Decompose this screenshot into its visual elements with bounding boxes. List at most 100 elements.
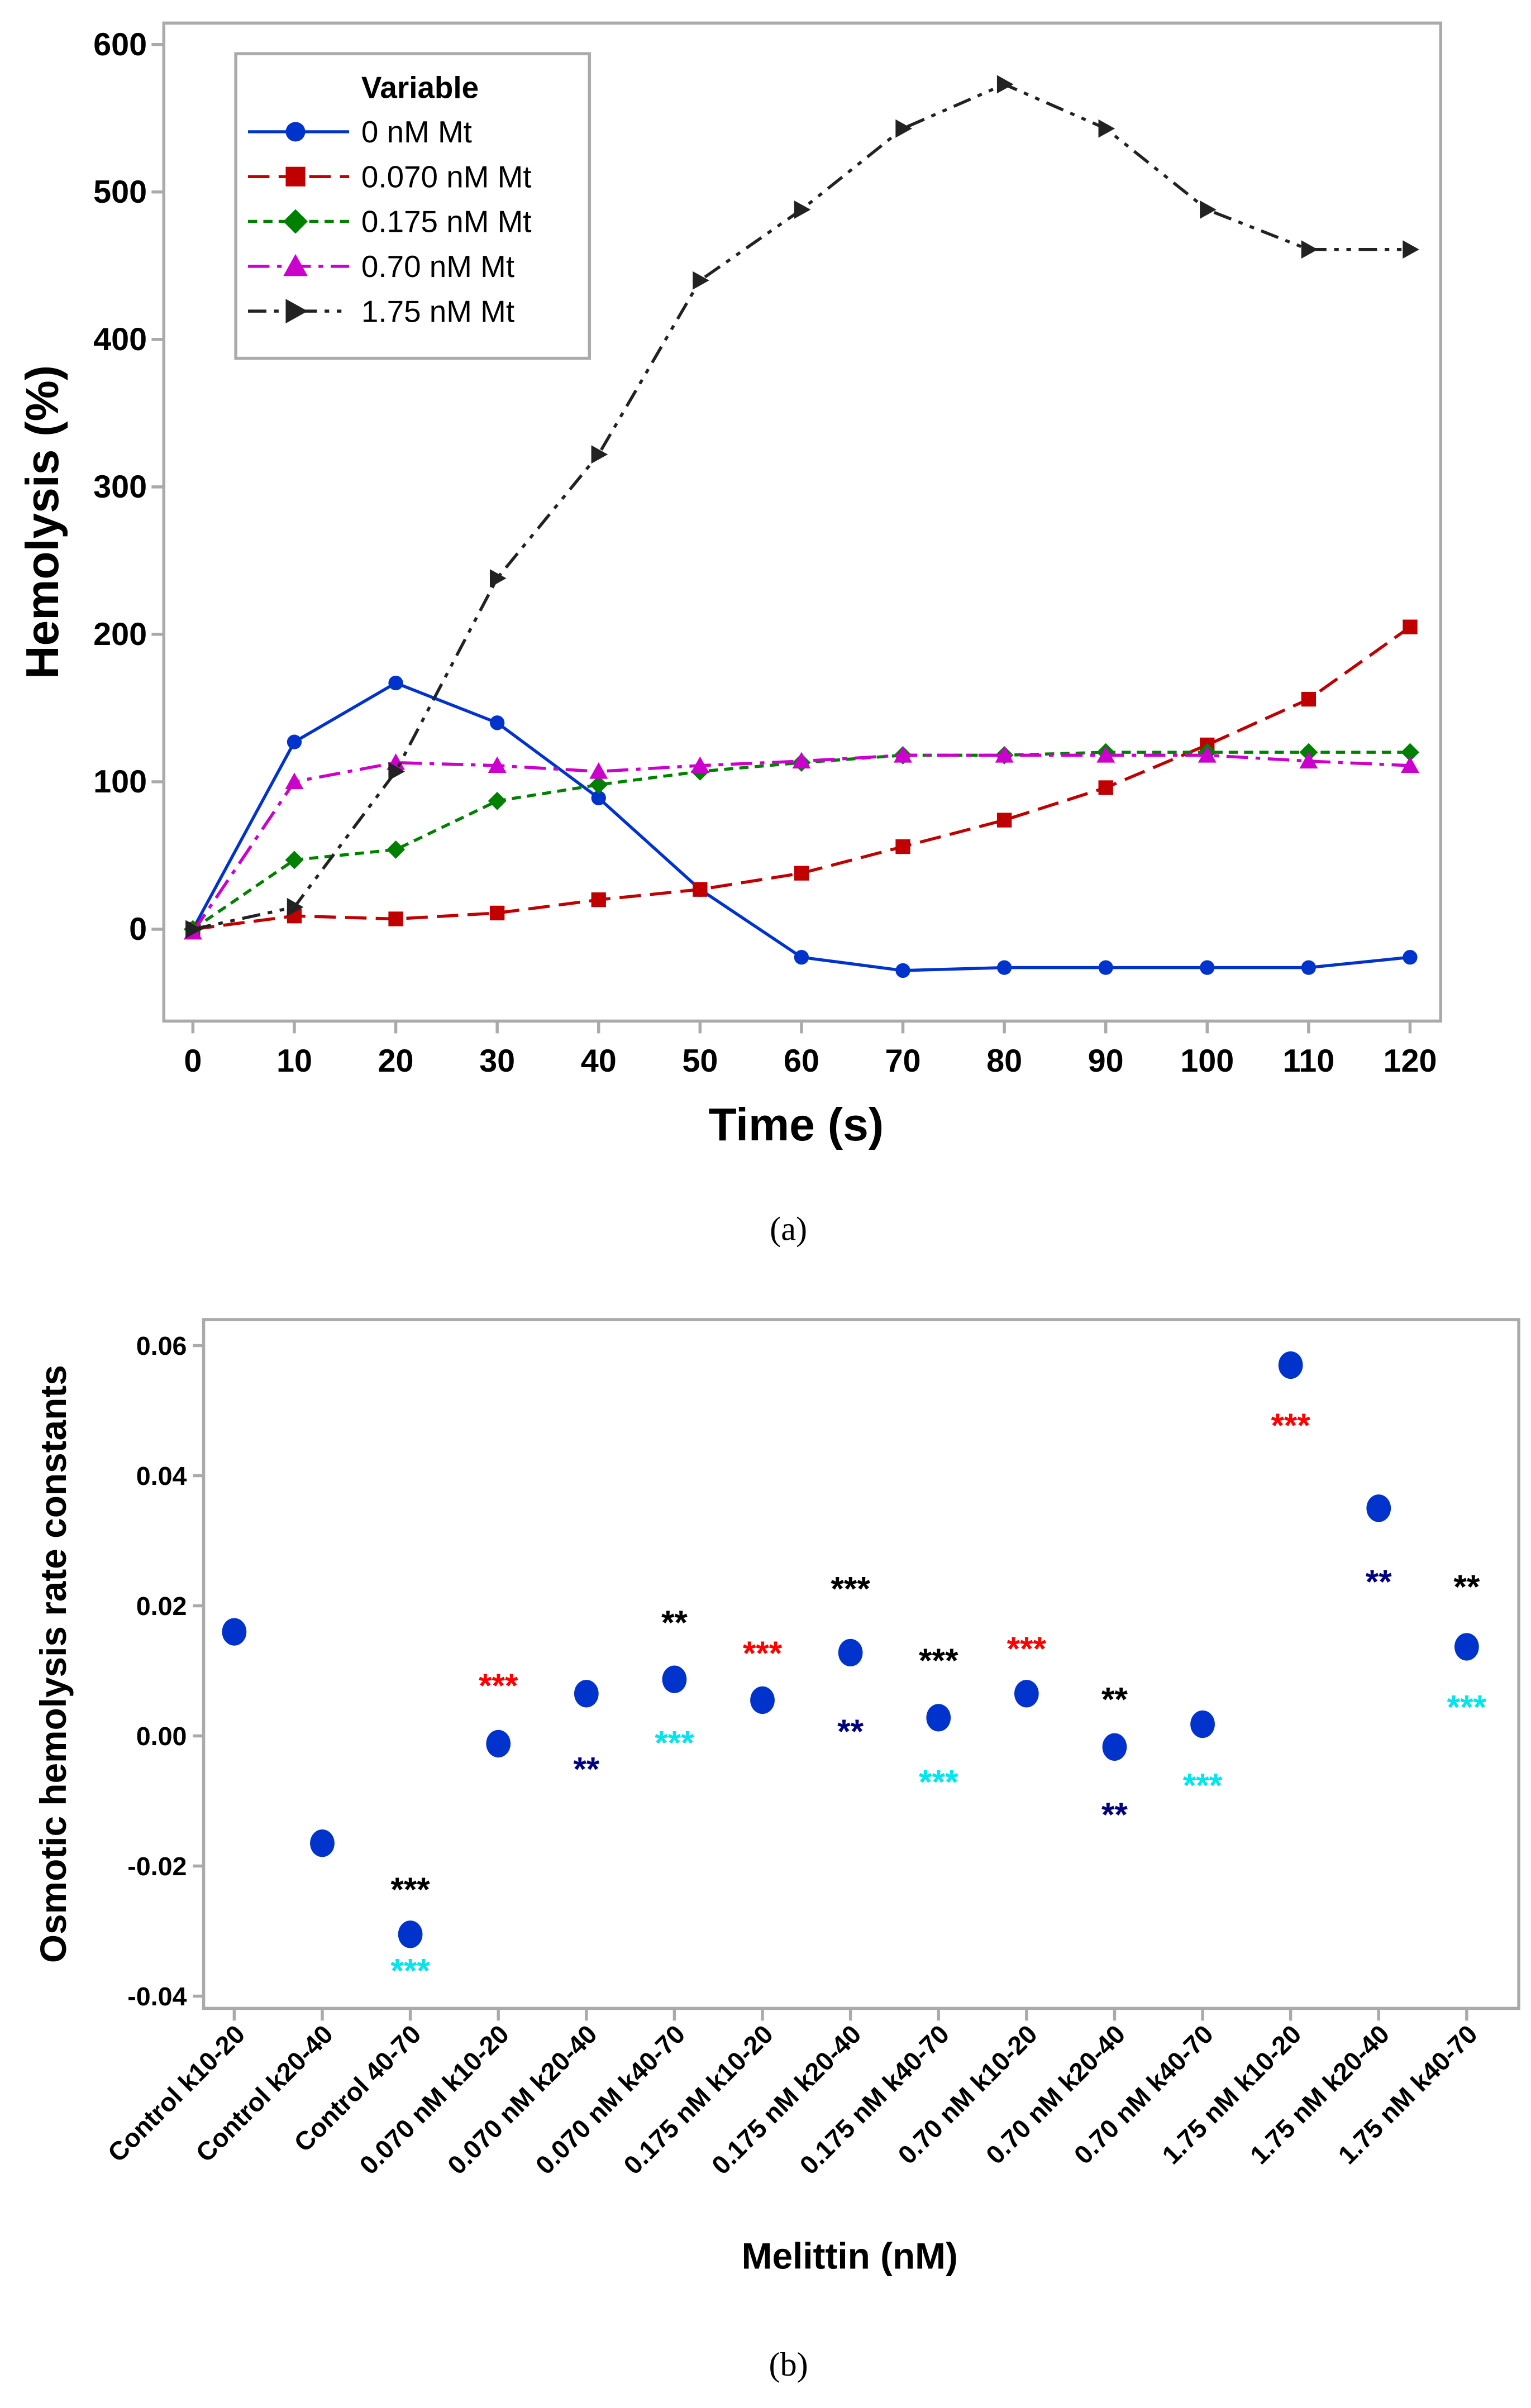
series-line — [193, 625, 1411, 931]
significance-label: *** — [1447, 1688, 1487, 1726]
legend-label: 0.070 nM Mt — [361, 159, 532, 194]
legend-label: 1.75 nM Mt — [361, 294, 514, 328]
y-tick-label-a: 200 — [93, 617, 147, 652]
significance-label: *** — [1183, 1766, 1223, 1804]
legend-marker-square — [285, 166, 306, 187]
y-tick-label-b: 0.04 — [136, 1461, 187, 1490]
significance-label: *** — [390, 1870, 430, 1908]
data-point — [489, 569, 507, 587]
data-point — [794, 866, 809, 881]
data-point — [838, 1638, 863, 1667]
legend-label: 0 nM Mt — [361, 114, 472, 149]
significance-label: *** — [1271, 1406, 1310, 1444]
x-tick-label-a: 100 — [1180, 1043, 1234, 1079]
legend-title: Variable — [361, 70, 479, 105]
data-point — [996, 75, 1014, 94]
data-point — [996, 960, 1012, 975]
data-point — [388, 762, 405, 781]
y-tick-label-b: -0.04 — [127, 1982, 187, 2011]
data-point — [1198, 746, 1217, 763]
series-3 — [183, 746, 1419, 940]
significance-label: *** — [1007, 1630, 1047, 1668]
significance-label: ** — [837, 1712, 864, 1750]
data-point — [387, 840, 405, 859]
data-point — [574, 1680, 599, 1708]
x-tick-label-b: 0.175 nM k10-20 — [618, 2019, 779, 2180]
data-point — [1098, 960, 1113, 975]
data-point — [1200, 960, 1215, 975]
data-point — [1366, 1494, 1391, 1522]
data-point — [894, 746, 912, 763]
x-tick-label-a: 30 — [479, 1043, 515, 1079]
x-tick-label-b: 0.070 nM k10-20 — [354, 2019, 515, 2180]
data-point — [310, 1829, 335, 1857]
data-point — [287, 734, 302, 749]
significance-label: *** — [919, 1641, 958, 1679]
x-tick-label-b: 0.070 nM k20-40 — [442, 2019, 603, 2180]
legend-marker-triangle-right — [285, 299, 308, 324]
data-point — [1190, 1710, 1215, 1738]
data-point — [1301, 691, 1317, 707]
y-tick-label-b: -0.02 — [127, 1852, 187, 1881]
data-point — [488, 791, 507, 810]
data-point — [489, 905, 505, 921]
data-point — [1098, 119, 1115, 138]
data-point — [1014, 1680, 1039, 1708]
y-tick-label-a: 0 — [129, 911, 147, 947]
significance-label: ** — [1101, 1680, 1128, 1718]
data-point — [662, 1665, 687, 1693]
data-point — [287, 897, 304, 916]
caption-b: (b) — [769, 2346, 808, 2383]
data-point — [750, 1686, 775, 1714]
data-point — [1403, 950, 1418, 965]
significance-label: ** — [661, 1603, 688, 1641]
caption-a: (a) — [770, 1210, 807, 1248]
data-point — [489, 715, 505, 730]
legend-label: 0.70 nM Mt — [361, 249, 514, 284]
x-tick-label-a: 50 — [682, 1043, 718, 1079]
legend: Variable 0 nM Mt 0.070 nM Mt 0.175 nM Mt 0.… — [234, 52, 592, 360]
y-tick-label-a: 300 — [93, 469, 147, 505]
series-0 — [185, 675, 1418, 978]
data-point — [895, 119, 912, 138]
y-tick-label-b: 0.06 — [136, 1331, 187, 1360]
data-point — [693, 271, 709, 290]
data-point — [285, 772, 304, 790]
data-point — [285, 851, 304, 869]
data-point — [1098, 780, 1113, 795]
data-point — [591, 790, 606, 806]
significance-label: *** — [655, 1724, 694, 1762]
data-point — [794, 200, 811, 219]
data-point — [388, 911, 403, 926]
x-axis-title-b: Melittin (nM) — [742, 2235, 958, 2276]
data-point — [1403, 240, 1419, 259]
data-point — [591, 892, 606, 907]
data-point — [926, 1704, 951, 1732]
x-tick-label-a: 120 — [1383, 1043, 1437, 1079]
series-1 — [185, 619, 1418, 937]
data-point — [1301, 240, 1318, 259]
significance-label: ** — [573, 1750, 599, 1788]
data-point — [895, 963, 910, 978]
data-point — [1102, 1733, 1127, 1761]
data-point — [690, 756, 709, 773]
x-tick-label-b: 0.070 nM k40-70 — [530, 2019, 691, 2180]
x-tick-label-a: 10 — [276, 1043, 312, 1079]
y-tick-label-a: 600 — [93, 27, 147, 63]
x-tick-label-b: 0.175 nM k40-70 — [794, 2019, 955, 2180]
y-axis-title-a: Hemolysis (%) — [17, 365, 68, 679]
data-point — [995, 746, 1014, 763]
data-point — [488, 756, 507, 773]
series-line — [191, 681, 1410, 972]
significance-label: ** — [1453, 1568, 1480, 1606]
data-point — [388, 675, 403, 691]
data-point — [591, 445, 608, 464]
data-point — [1401, 743, 1419, 762]
legend-label: 0.175 nM Mt — [361, 204, 532, 239]
data-point — [693, 882, 708, 897]
x-tick-label-b: 0.175 nM k20-40 — [706, 2019, 867, 2180]
x-tick-label-a: 20 — [378, 1043, 414, 1079]
data-point — [589, 762, 608, 779]
hemolysis-time-chart: Time (s) Hemolysis (%) (a) 0 10 20 30 40 50 60… — [17, 21, 1443, 1248]
significance-label: *** — [743, 1634, 783, 1672]
